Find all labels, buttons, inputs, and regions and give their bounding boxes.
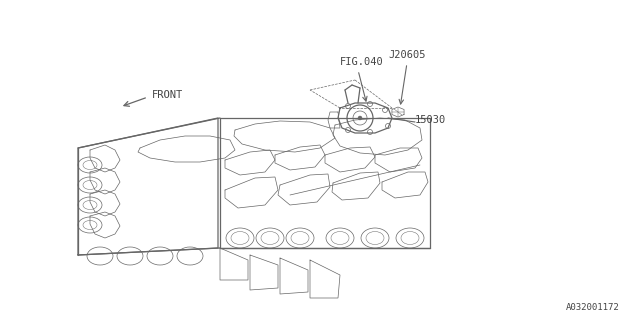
Text: J20605: J20605 [388,50,426,60]
Circle shape [358,116,362,120]
Text: A032001172: A032001172 [566,303,620,313]
Text: FRONT: FRONT [152,90,183,100]
Text: FIG.040: FIG.040 [340,57,384,67]
Text: 15030: 15030 [415,115,446,125]
